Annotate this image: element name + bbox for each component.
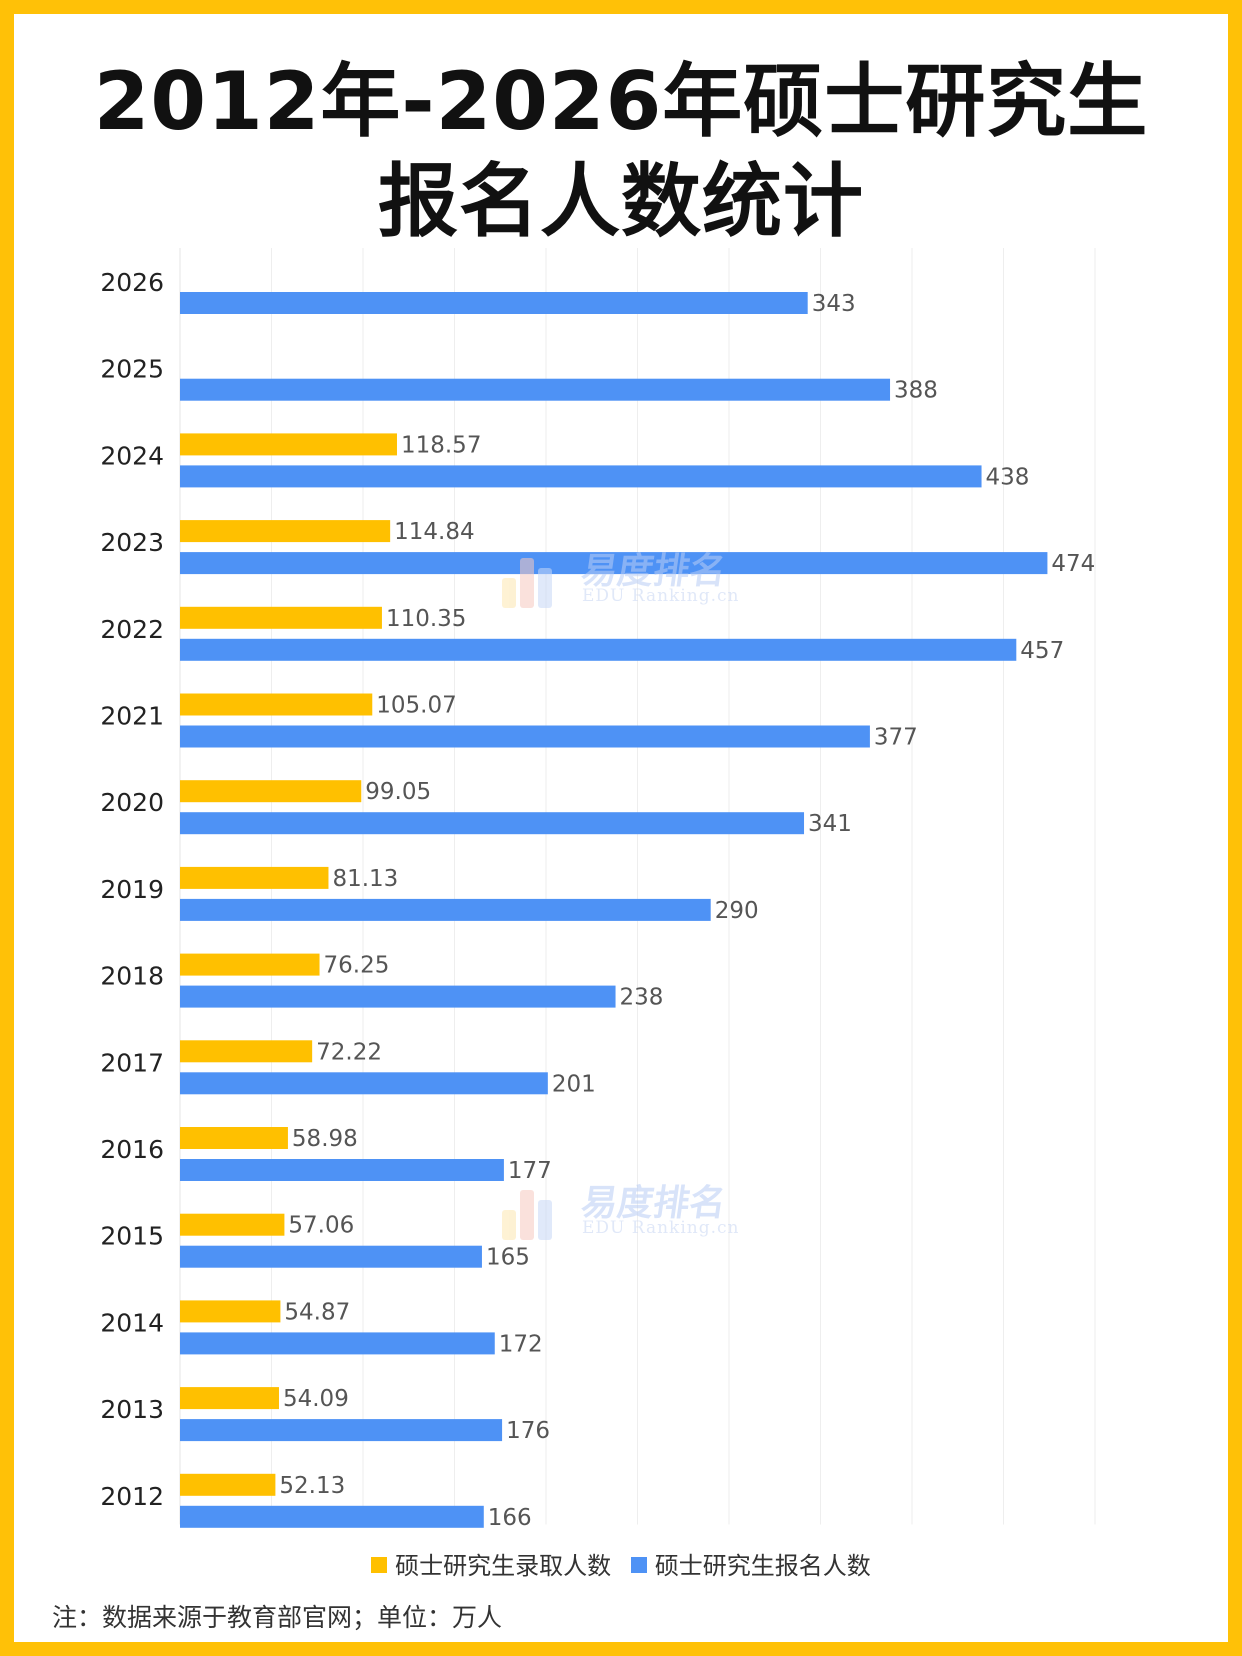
bar-registered bbox=[180, 292, 808, 314]
data-label-admitted: 58.98 bbox=[292, 1126, 358, 1152]
bar-registered bbox=[180, 725, 870, 748]
data-label-registered: 290 bbox=[715, 898, 759, 924]
legend-item-admitted: 硕士研究生录取人数 bbox=[371, 1546, 611, 1581]
bar-admitted bbox=[180, 520, 391, 543]
data-label-admitted: 54.09 bbox=[283, 1386, 349, 1412]
labels: 2026 343 2025 388 2024 118.57 438 2023 114.84 474… bbox=[100, 268, 1095, 1531]
data-label-admitted: 105.07 bbox=[376, 693, 456, 719]
bar-admitted bbox=[180, 1127, 288, 1149]
bar-admitted bbox=[180, 606, 382, 629]
data-label-registered: 201 bbox=[552, 1071, 596, 1097]
data-label-admitted: 110.35 bbox=[386, 606, 466, 632]
data-label-registered: 388 bbox=[894, 378, 938, 404]
bar-admitted bbox=[180, 953, 320, 976]
legend-swatch-registered bbox=[630, 1557, 647, 1573]
bar-chart: 2026 343 2025 388 2024 118.57 438 2023 114.84 474… bbox=[100, 248, 1096, 1531]
bar-registered bbox=[180, 638, 1017, 661]
bar-registered bbox=[180, 552, 1048, 575]
chart-legend: 硕士研究生录取人数 硕士研究生报名人数 bbox=[14, 1546, 1228, 1581]
bar-admitted bbox=[180, 866, 329, 889]
data-label-admitted: 118.57 bbox=[401, 432, 481, 458]
data-label-registered: 172 bbox=[499, 1331, 543, 1357]
bar-admitted bbox=[180, 780, 362, 803]
bar-admitted bbox=[180, 433, 397, 456]
data-label-registered: 474 bbox=[1051, 551, 1095, 577]
y-tick-label: 2019 bbox=[100, 875, 164, 904]
bar-registered bbox=[180, 378, 891, 401]
y-tick-label: 2014 bbox=[100, 1308, 164, 1337]
y-tick-label: 2015 bbox=[100, 1222, 164, 1251]
data-label-registered: 377 bbox=[874, 725, 918, 751]
bar-admitted bbox=[180, 1300, 281, 1323]
bar-registered bbox=[180, 1505, 484, 1528]
watermark-subtext: EDU Ranking.cn bbox=[582, 586, 740, 606]
bar-registered bbox=[180, 1332, 495, 1355]
bar-registered bbox=[180, 1245, 482, 1268]
bar-registered bbox=[180, 1072, 548, 1095]
y-tick-label: 2026 bbox=[100, 268, 164, 297]
data-label-registered: 177 bbox=[508, 1158, 552, 1184]
data-label-admitted: 99.05 bbox=[365, 779, 431, 805]
watermark-subtext: EDU Ranking.cn bbox=[582, 1218, 740, 1238]
data-label-registered: 176 bbox=[506, 1418, 550, 1444]
bar-registered bbox=[180, 985, 616, 1008]
watermark-logo: 易度排名 EDU Ranking.cn bbox=[502, 1170, 762, 1250]
legend-label-registered: 硕士研究生报名人数 bbox=[654, 1552, 871, 1580]
bar-registered bbox=[180, 465, 982, 488]
y-tick-label: 2024 bbox=[100, 441, 164, 470]
data-label-admitted: 114.84 bbox=[394, 519, 474, 545]
bar-admitted bbox=[180, 1387, 279, 1410]
legend-swatch-admitted bbox=[371, 1557, 388, 1573]
data-label-admitted: 57.06 bbox=[288, 1213, 354, 1239]
bar-registered bbox=[180, 1159, 504, 1181]
bars bbox=[180, 292, 1048, 1528]
bar-admitted bbox=[180, 693, 373, 716]
data-label-registered: 341 bbox=[808, 811, 852, 837]
watermark-bars-icon bbox=[502, 548, 572, 608]
y-tick-label: 2020 bbox=[100, 788, 164, 817]
watermark-logo: 易度排名 EDU Ranking.cn bbox=[502, 538, 762, 618]
bar-admitted bbox=[180, 1473, 276, 1496]
data-label-registered: 166 bbox=[488, 1505, 532, 1531]
data-label-registered: 438 bbox=[986, 464, 1030, 490]
y-tick-label: 2018 bbox=[100, 962, 164, 991]
y-tick-label: 2013 bbox=[100, 1395, 164, 1424]
data-label-registered: 457 bbox=[1020, 638, 1064, 664]
data-label-admitted: 52.13 bbox=[279, 1473, 345, 1499]
data-label-admitted: 81.13 bbox=[332, 866, 398, 892]
data-label-registered: 238 bbox=[620, 985, 664, 1011]
data-label-admitted: 76.25 bbox=[324, 953, 390, 979]
bar-registered bbox=[180, 898, 711, 921]
watermark-bars-icon bbox=[502, 1180, 572, 1240]
data-label-registered: 165 bbox=[486, 1245, 530, 1271]
bar-admitted bbox=[180, 1040, 313, 1063]
legend-item-registered: 硕士研究生报名人数 bbox=[630, 1546, 871, 1581]
y-tick-label: 2016 bbox=[100, 1135, 164, 1164]
y-tick-label: 2023 bbox=[100, 528, 164, 557]
y-tick-label: 2012 bbox=[100, 1482, 164, 1511]
data-label-admitted: 72.22 bbox=[316, 1039, 382, 1065]
y-tick-label: 2025 bbox=[100, 355, 164, 384]
title-line-2: 报名人数统计 bbox=[378, 155, 864, 248]
y-tick-label: 2022 bbox=[100, 615, 164, 644]
chart-title: 2012年-2026年硕士研究生 报名人数统计 bbox=[14, 52, 1228, 252]
legend-label-admitted: 硕士研究生录取人数 bbox=[395, 1552, 612, 1580]
y-tick-label: 2021 bbox=[100, 702, 164, 731]
title-line-1: 2012年-2026年硕士研究生 bbox=[93, 55, 1149, 148]
bar-registered bbox=[180, 812, 805, 835]
chart-card: 2012年-2026年硕士研究生 报名人数统计 2026 343 2025 388 20… bbox=[14, 14, 1228, 1642]
data-label-registered: 343 bbox=[812, 291, 856, 317]
bar-registered bbox=[180, 1419, 503, 1442]
data-label-admitted: 54.87 bbox=[284, 1299, 350, 1325]
y-tick-label: 2017 bbox=[100, 1048, 164, 1077]
source-note: 注：数据来源于教育部官网；单位：万人 bbox=[52, 1603, 503, 1632]
bar-admitted bbox=[180, 1213, 285, 1236]
